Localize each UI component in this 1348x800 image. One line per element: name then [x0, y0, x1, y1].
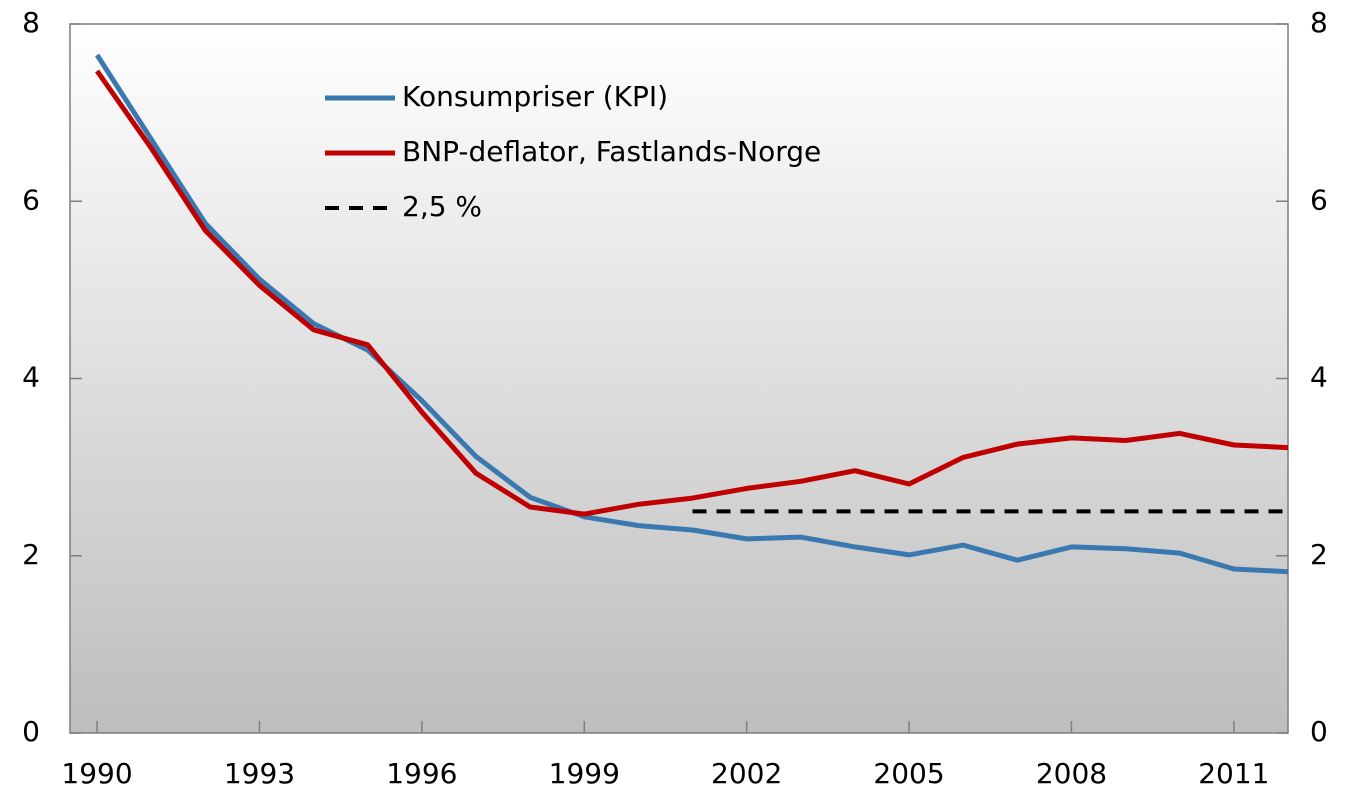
y2-tick-label: 2: [1310, 538, 1328, 571]
y2-tick-label: 8: [1310, 6, 1328, 39]
x-tick-label: 2002: [711, 757, 782, 790]
legend-label: 2,5 %: [402, 190, 482, 223]
line-series: [94, 53, 1289, 575]
x-tick-label: 1996: [386, 757, 457, 790]
legend-label: Konsumpriser (KPI): [402, 80, 668, 113]
y2-tick-label: 6: [1310, 183, 1328, 216]
y-tick-label: 6: [22, 183, 40, 216]
x-tick-label: 2008: [1036, 757, 1107, 790]
x-tick-label: 2005: [873, 757, 944, 790]
x-tick-label: 1990: [61, 757, 132, 790]
plot-area: [69, 23, 1289, 734]
line-series: [95, 69, 1289, 517]
y2-tick-label: 0: [1310, 715, 1328, 748]
y-tick-label: 0: [22, 715, 40, 748]
y-tick-label: 8: [22, 6, 40, 39]
y-tick-label: 4: [22, 361, 40, 394]
x-tick-label: 1993: [224, 757, 295, 790]
y2-tick-label: 4: [1310, 361, 1328, 394]
y-tick-label: 2: [22, 538, 40, 571]
legend-label: BNP-deflator, Fastlands-Norge: [402, 135, 821, 168]
x-tick-label: 2011: [1198, 757, 1269, 790]
x-tick-label: 1999: [549, 757, 620, 790]
